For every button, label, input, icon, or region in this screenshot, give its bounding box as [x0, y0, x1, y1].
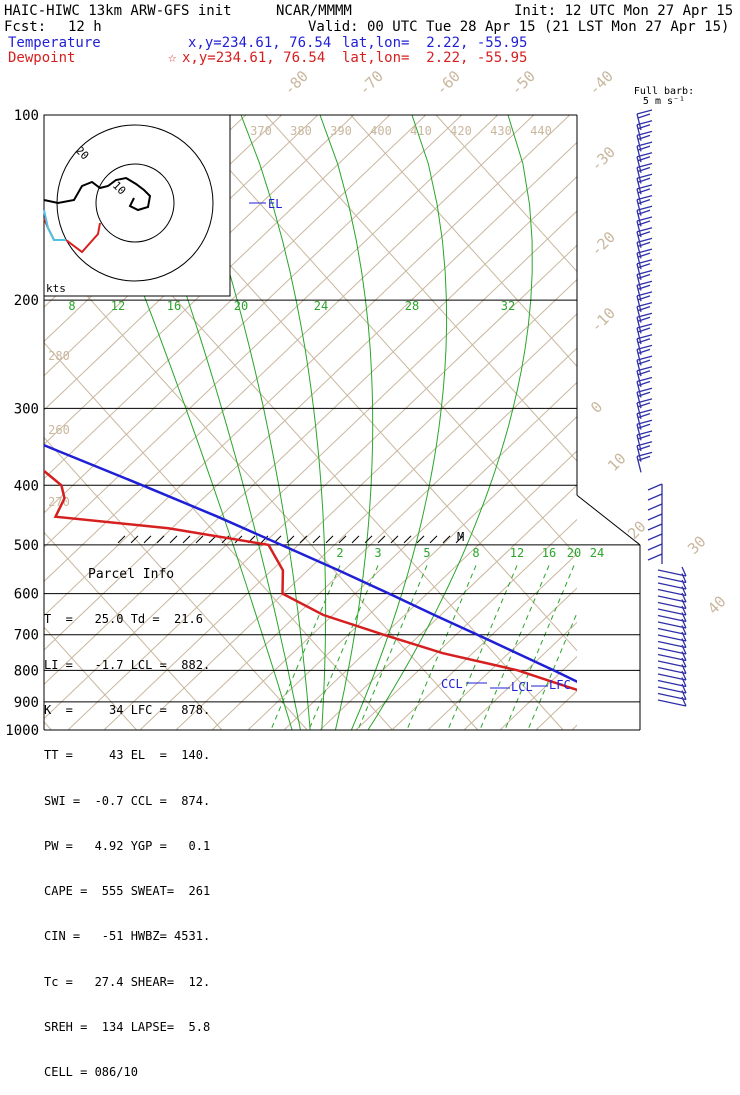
pressure-tick-label: 1000 [5, 723, 39, 739]
wind-barb-icon [648, 514, 662, 524]
ccl-label: CCL [441, 677, 463, 691]
mixing-ratio-label: 32 [501, 299, 515, 313]
theta-label: 400 [370, 124, 392, 138]
isotherm-label: 30 [684, 532, 710, 558]
mixing-ratio-label: 24 [590, 546, 604, 560]
mixing-ratio-line [271, 565, 340, 730]
lcl-label: LCL [511, 680, 533, 694]
mixing-ratio-label: 16 [542, 546, 556, 560]
isotherm-label: -80 [280, 67, 312, 99]
wind-barb-icon [648, 554, 662, 564]
dry-adiabat-line [644, 115, 740, 730]
dry-adiabat-line [464, 115, 740, 730]
theta-label: 370 [250, 124, 272, 138]
mixing-ratio-label: 24 [314, 299, 328, 313]
mixing-ratio-label: 12 [510, 546, 524, 560]
parcel-row: PW = 4.92 YGP = 0.1 [44, 839, 232, 854]
lfc-label: LFC [549, 678, 571, 692]
dry-adiabat-line [356, 115, 740, 730]
pressure-tick-label: 100 [14, 108, 39, 124]
wind-barb-icon [648, 524, 662, 534]
isotherm-label: 10 [604, 449, 630, 475]
dry-adiabat-line [248, 115, 740, 730]
dry-adiabat-line [500, 115, 740, 730]
parcel-row: SWI = -0.7 CCL = 874. [44, 794, 232, 809]
isotherm-label: 40 [704, 592, 730, 618]
pressure-tick-label: 700 [14, 628, 39, 644]
dry-adiabat-line [572, 115, 740, 730]
pressure-tick-label: 800 [14, 663, 39, 679]
theta-label: 280 [48, 349, 70, 363]
hodograph-frame [44, 115, 230, 296]
hatch-mark [443, 536, 450, 543]
isotherm-label: -70 [355, 67, 387, 99]
hatch-mark [326, 536, 333, 543]
isotherm-label: -40 [585, 67, 617, 99]
pressure-tick-label: 900 [14, 695, 39, 711]
wind-barb-icon [637, 452, 652, 472]
parcel-row: T = 25.0 Td = 21.6 [44, 612, 232, 627]
dry-adiabat-line [176, 115, 740, 730]
m-label: M [457, 530, 464, 544]
dry-adiabat-line [428, 115, 740, 730]
el-label: EL [268, 197, 282, 211]
mixing-ratio-label: 3 [374, 546, 381, 560]
parcel-row: CIN = -51 HWBZ= 4531. [44, 929, 232, 944]
hatch-mark [430, 536, 437, 543]
parcel-info-panel: Parcel Info T = 25.0 Td = 21.6 LI = -1.7… [44, 537, 232, 1095]
mixing-ratio-label: 16 [167, 299, 181, 313]
mixing-ratio-label: 20 [234, 299, 248, 313]
wind-barb-icon [648, 484, 662, 494]
theta-label: 410 [410, 124, 432, 138]
isotherm-label: -60 [432, 67, 464, 99]
mixing-ratio-label: 12 [111, 299, 125, 313]
pressure-tick-label: 400 [14, 478, 39, 494]
hatch-mark [352, 536, 359, 543]
isotherm-label: -20 [587, 228, 619, 260]
parcel-row: SREH = 134 LAPSE= 5.8 [44, 1020, 232, 1035]
pressure-tick-label: 300 [14, 401, 39, 417]
dry-adiabat-line [680, 115, 740, 730]
parcel-row: CELL = 086/10 [44, 1065, 232, 1080]
hatch-mark [365, 536, 372, 543]
parcel-row: LI = -1.7 LCL = 882. [44, 658, 232, 673]
isotherm-label: -30 [587, 143, 619, 175]
mixing-ratio-label: 8 [68, 299, 75, 313]
dry-adiabat-line [212, 115, 740, 730]
theta-label: 430 [490, 124, 512, 138]
theta-label: 260 [48, 423, 70, 437]
pressure-tick-label: 600 [14, 587, 39, 603]
wind-barb-icon [648, 544, 662, 554]
theta-label: 380 [290, 124, 312, 138]
mixing-ratio-label: 2 [336, 546, 343, 560]
parcel-row: Tc = 27.4 SHEAR= 12. [44, 975, 232, 990]
pressure-tick-label: 500 [14, 538, 39, 554]
hodograph-unit-label: kts [46, 282, 66, 295]
mixing-ratio-line [309, 565, 378, 730]
theta-label: 420 [450, 124, 472, 138]
parcel-info-title: Parcel Info [88, 567, 232, 582]
mixing-ratio-label: 5 [423, 546, 430, 560]
isotherm-label: -50 [507, 67, 539, 99]
pressure-tick-label: 200 [14, 293, 39, 309]
mixing-ratio-label: 20 [567, 546, 581, 560]
theta-label: 440 [530, 124, 552, 138]
hatch-mark [313, 536, 320, 543]
mixing-ratio-label: 28 [405, 299, 419, 313]
wind-barb-icon [648, 534, 662, 544]
moist-adiabat-line [351, 115, 446, 730]
barb-legend-unit: 5 m s⁻¹ [643, 96, 685, 107]
dry-adiabat-line [536, 115, 740, 730]
isotherm-label: -10 [587, 304, 619, 336]
parcel-row: TT = 43 EL = 140. [44, 748, 232, 763]
isotherm-label: 20 [624, 517, 650, 543]
mixing-ratio-label: 8 [472, 546, 479, 560]
isotherm-label: 0 [587, 398, 606, 417]
theta-label: 390 [330, 124, 352, 138]
wind-barb-icon [648, 494, 662, 504]
dry-adiabat-line [608, 115, 740, 730]
parcel-row: CAPE = 555 SWEAT= 261 [44, 884, 232, 899]
parcel-row: K = 34 LFC = 878. [44, 703, 232, 718]
wind-barb-icon [648, 504, 662, 514]
